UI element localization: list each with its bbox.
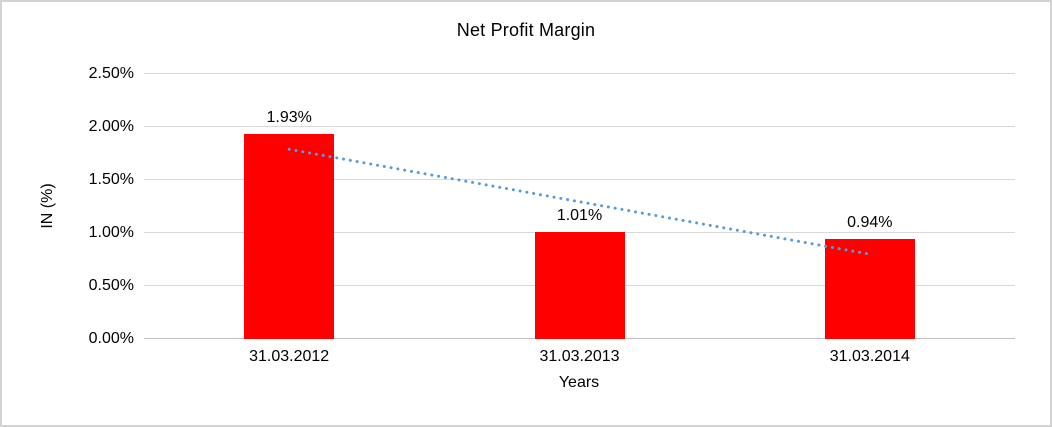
x-tick-label: 31.03.2013: [539, 348, 620, 365]
chart-title: Net Profit Margin: [456, 20, 596, 40]
y-tick-label: 2.50%: [88, 65, 134, 82]
y-tick-label: 1.50%: [88, 171, 134, 188]
gridline: [144, 73, 1015, 74]
gridline: [144, 126, 1015, 127]
gridline: [144, 179, 1015, 180]
bar: [824, 239, 915, 339]
bar: [244, 134, 335, 339]
y-tick-label: 0.00%: [88, 330, 134, 347]
bar-data-label: 1.93%: [266, 109, 312, 127]
y-tick-label: 1.00%: [88, 224, 134, 241]
bar-data-label: 1.01%: [556, 206, 603, 224]
y-tick-label: 0.50%: [88, 277, 134, 294]
plot-area: 1.93% 1.01% 0.94%: [144, 73, 1015, 339]
x-tick-label: 31.03.2014: [829, 348, 910, 365]
y-axis-title: IN (%): [39, 183, 56, 229]
bar-data-label: 0.94%: [847, 214, 893, 232]
y-tick-label: 2.00%: [88, 118, 134, 135]
x-axis-title: Years: [558, 374, 600, 391]
bar: [534, 231, 625, 339]
trendline: [287, 147, 872, 256]
x-tick-label: 31.03.2012: [249, 348, 330, 365]
